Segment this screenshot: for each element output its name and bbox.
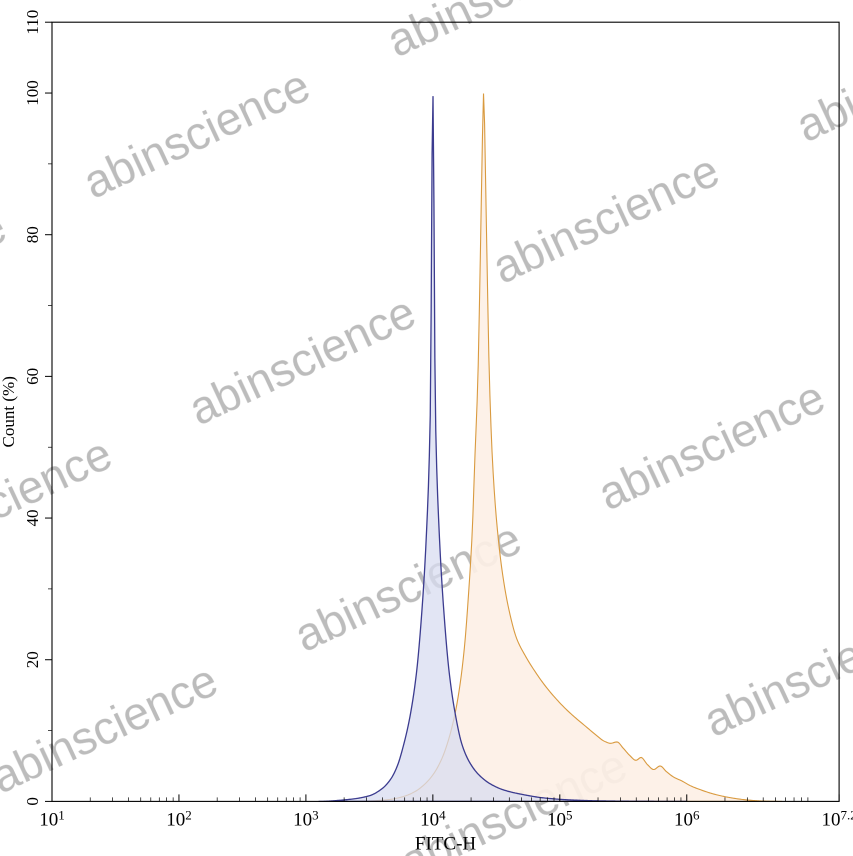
svg-text:60: 60 [23,368,42,385]
svg-text:104: 104 [420,807,446,830]
svg-text:105: 105 [547,807,573,830]
svg-text:Count (%): Count (%) [0,376,18,447]
svg-text:107.2: 107.2 [821,807,853,830]
svg-text:40: 40 [23,510,42,527]
svg-text:110: 110 [23,10,42,35]
svg-text:80: 80 [23,226,42,243]
svg-text:20: 20 [23,651,42,668]
svg-text:FITC-H: FITC-H [415,833,477,854]
svg-text:103: 103 [293,807,319,830]
svg-text:101: 101 [39,807,65,830]
svg-text:0: 0 [23,797,42,806]
svg-text:100: 100 [23,80,42,106]
svg-text:106: 106 [674,807,700,830]
svg-text:102: 102 [166,807,192,830]
